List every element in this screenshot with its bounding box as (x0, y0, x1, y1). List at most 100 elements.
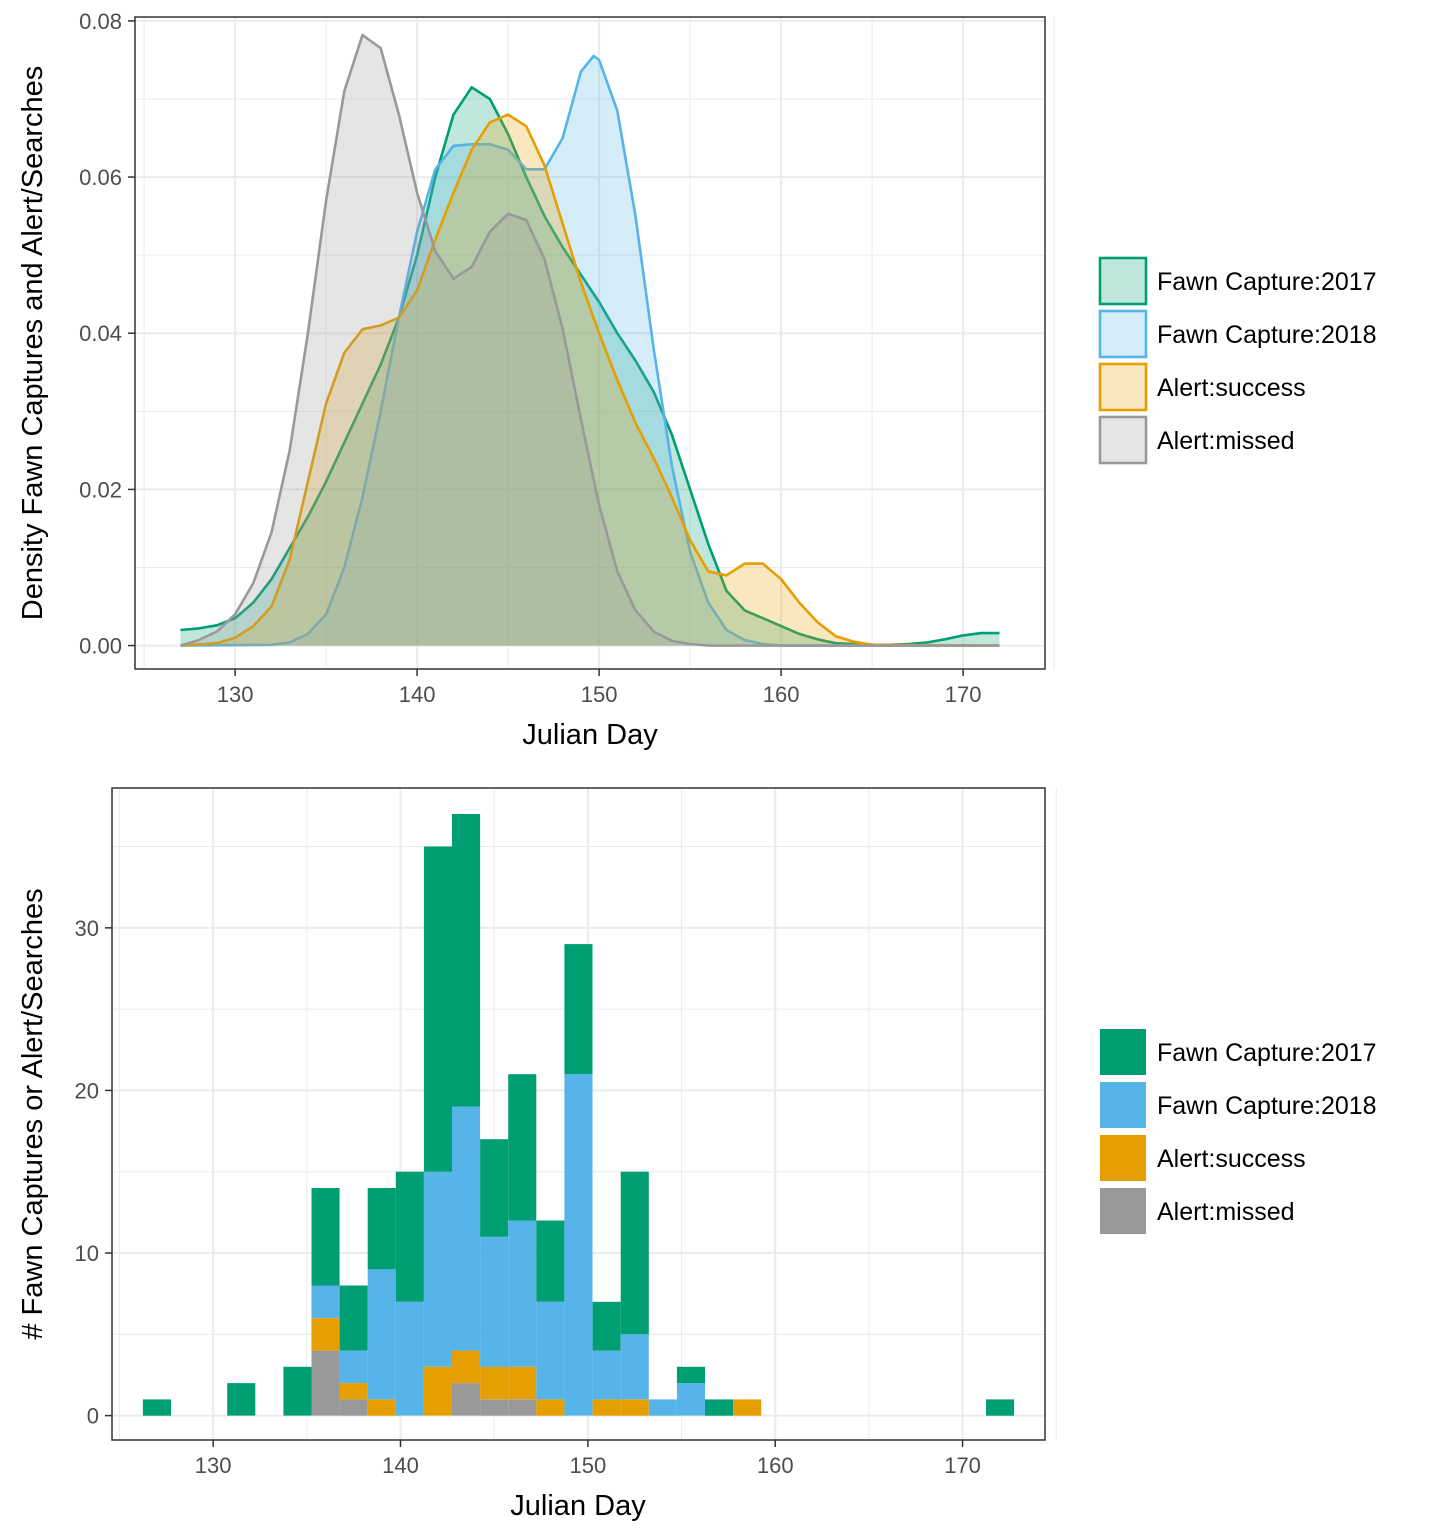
density-legend-label: Alert:missed (1157, 427, 1295, 455)
density-legend-label: Alert:success (1157, 374, 1306, 402)
histogram-bar-fawn-capture-2018 (480, 1236, 509, 1367)
density-legend-key-bg (1100, 364, 1146, 410)
histogram-bar-alert-success (620, 1399, 649, 1416)
density-x-tick-label: 150 (581, 682, 618, 707)
density-line-alert-success (180, 113, 1000, 647)
histogram-legend-label: Fawn Capture:2018 (1157, 1092, 1377, 1120)
density-area-alert-missed (180, 35, 1000, 646)
density-y-tick-label: 0.00 (79, 634, 122, 659)
histogram-bar-fawn-capture-2017 (452, 814, 481, 1107)
histogram-bar-alert-success (508, 1366, 537, 1400)
density-x-tick-label: 130 (217, 682, 254, 707)
histogram-legend-key-alert-success (1100, 1135, 1146, 1181)
histogram-bar-alert-missed (508, 1399, 537, 1416)
histogram-bar-fawn-capture-2017 (986, 1399, 1015, 1416)
histogram-legend-label: Fawn Capture:2017 (1157, 1039, 1377, 1067)
density-curves (180, 33, 1000, 647)
histogram-bar-fawn-capture-2018 (452, 1106, 481, 1351)
histogram-bar-alert-missed (339, 1399, 368, 1416)
histogram-bar-alert-success (367, 1399, 396, 1416)
density-legend-key-fawn-capture-2017 (1098, 256, 1148, 306)
histogram-y-tick-label: 0 (87, 1404, 99, 1429)
histogram-bar-alert-missed (480, 1399, 509, 1416)
histogram-bar-fawn-capture-2017 (423, 846, 452, 1172)
histogram-chart: 0 10 20 30 130 140 150 160 170 Julian Day # Faw… (17, 787, 1377, 1522)
histogram-legend: Fawn Capture:2017 Fawn Capture:2018 Alert:… (1100, 1029, 1377, 1234)
density-panel-border (134, 16, 1046, 670)
histogram-legend-key-fawn-capture-2017 (1100, 1029, 1146, 1075)
histogram-legend-label: Alert:success (1157, 1145, 1306, 1173)
density-chart: 0.00 0.02 0.04 0.06 0.08 130 140 150 160 170 Jul… (17, 9, 1377, 751)
histogram-bar-fawn-capture-2017 (705, 1399, 734, 1416)
histogram-legend-key-fawn-capture-2018 (1100, 1082, 1146, 1128)
density-line-alert-missed (180, 33, 1000, 647)
histogram-bar-fawn-capture-2017 (676, 1366, 705, 1384)
histogram-x-ticks: 130 140 150 160 170 (195, 1440, 981, 1478)
density-panel-background (135, 17, 1045, 669)
density-legend-label: Fawn Capture:2017 (1157, 268, 1377, 296)
density-legend-label: Fawn Capture:2018 (1157, 321, 1377, 349)
histogram-legend-key-alert-missed (1100, 1188, 1146, 1234)
histogram-bar-fawn-capture-2018 (367, 1269, 396, 1400)
histogram-bar-fawn-capture-2018 (339, 1350, 368, 1384)
density-legend-key-fawn-capture-2018 (1098, 309, 1148, 359)
density-line-fawn-capture-2017 (180, 86, 1000, 647)
histogram-x-tick-label: 130 (195, 1453, 232, 1478)
histogram-y-ticks: 0 10 20 30 (75, 916, 112, 1429)
density-y-tick-label: 0.08 (79, 9, 122, 34)
density-area-fawn-capture-2018 (180, 56, 1000, 646)
density-x-tick-label: 140 (399, 682, 436, 707)
histogram-bar-alert-success (311, 1318, 340, 1351)
histogram-x-tick-label: 140 (382, 1453, 419, 1478)
histogram-bar-alert-success (536, 1399, 565, 1416)
histogram-bar-fawn-capture-2017 (564, 944, 593, 1075)
histogram-bar-fawn-capture-2017 (480, 1139, 509, 1237)
histogram-bar-fawn-capture-2017 (367, 1188, 396, 1270)
density-area-alert-success (180, 114, 1000, 646)
histogram-x-tick-label: 150 (570, 1453, 607, 1478)
density-y-axis-title: Density Fawn Captures and Alert/Searches (17, 66, 49, 621)
histogram-y-tick-label: 20 (75, 1078, 99, 1103)
density-legend-key-alert-success (1098, 362, 1148, 412)
histogram-bar-fawn-capture-2018 (592, 1350, 621, 1400)
histogram-bar-fawn-capture-2018 (564, 1074, 593, 1416)
histogram-y-tick-label: 10 (75, 1241, 99, 1266)
density-legend-key-bg (1100, 311, 1146, 357)
histogram-bar-fawn-capture-2017 (592, 1301, 621, 1351)
histogram-bar-fawn-capture-2018 (620, 1334, 649, 1400)
histogram-bar-fawn-capture-2018 (536, 1301, 565, 1400)
histogram-bar-fawn-capture-2018 (648, 1399, 677, 1416)
histogram-y-tick-label: 30 (75, 916, 99, 941)
histogram-bars (142, 814, 1015, 1416)
density-y-tick-label: 0.04 (79, 321, 122, 346)
histogram-x-tick-label: 160 (757, 1453, 794, 1478)
histogram-bar-fawn-capture-2018 (676, 1383, 705, 1416)
histogram-bar-fawn-capture-2018 (508, 1220, 537, 1367)
histogram-bar-alert-success (733, 1399, 762, 1416)
density-x-axis-title: Julian Day (522, 719, 658, 751)
histogram-bar-fawn-capture-2018 (311, 1285, 340, 1318)
density-y-tick-label: 0.02 (79, 477, 122, 502)
histogram-bar-fawn-capture-2017 (620, 1171, 649, 1335)
histogram-x-tick-label: 170 (944, 1453, 981, 1478)
histogram-bar-fawn-capture-2017 (508, 1074, 537, 1221)
histogram-bar-fawn-capture-2017 (536, 1220, 565, 1302)
histogram-bar-fawn-capture-2017 (395, 1171, 424, 1302)
density-gridlines (135, 17, 1055, 669)
density-y-ticks: 0.00 0.02 0.04 0.06 0.08 (79, 9, 135, 659)
density-line-fawn-capture-2018 (180, 54, 1000, 647)
histogram-bar-alert-missed (452, 1383, 481, 1416)
density-y-tick-label: 0.06 (79, 165, 122, 190)
density-legend-key-bg (1100, 417, 1146, 463)
histogram-panel-border (111, 787, 1046, 1441)
histogram-bar-fawn-capture-2017 (339, 1285, 368, 1351)
histogram-bar-alert-success (452, 1350, 481, 1384)
histogram-bar-alert-success (339, 1383, 368, 1400)
histogram-bar-fawn-capture-2017 (142, 1399, 171, 1416)
histogram-bar-fawn-capture-2017 (311, 1188, 340, 1286)
histogram-bar-alert-missed (311, 1350, 340, 1416)
histogram-bar-alert-success (423, 1366, 452, 1416)
histogram-bar-alert-success (592, 1399, 621, 1416)
histogram-legend-label: Alert:missed (1157, 1198, 1295, 1226)
